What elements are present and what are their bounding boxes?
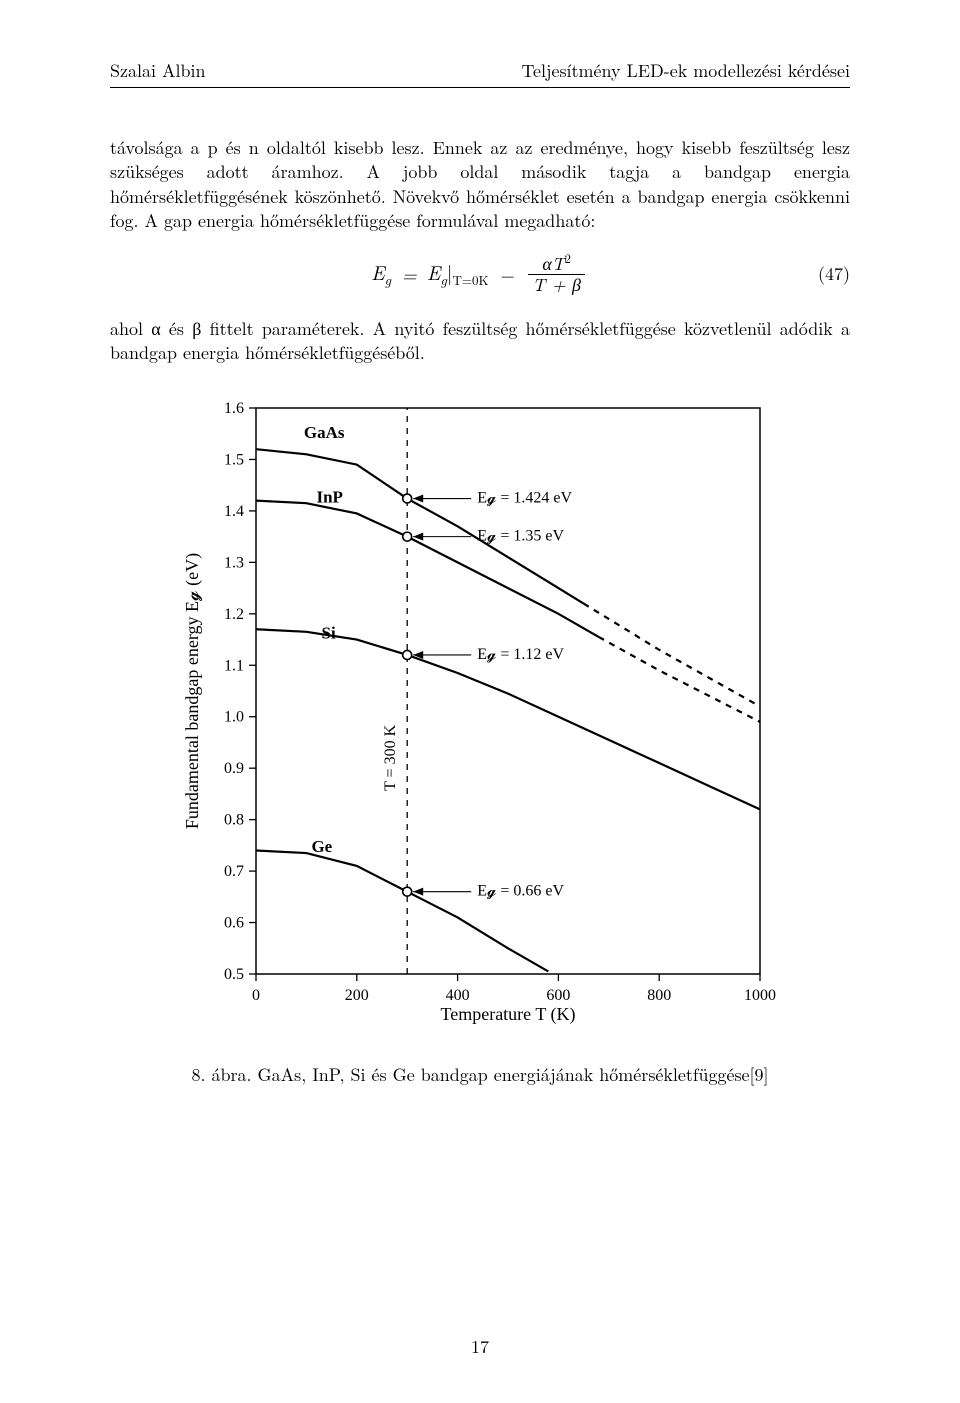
equation-47: Eg = Eg|T=0K − αT2 T + β (47) [110, 247, 850, 299]
svg-text:Si: Si [322, 623, 336, 642]
svg-text:400: 400 [446, 987, 470, 1004]
svg-text:1.5: 1.5 [224, 451, 244, 468]
header-author: Szalai Albin [110, 58, 206, 83]
svg-text:E𝓰 = 1.12 eV: E𝓰 = 1.12 eV [477, 646, 564, 663]
svg-text:T = 300 K: T = 300 K [382, 724, 399, 791]
page-number: 17 [0, 1334, 960, 1359]
svg-text:0.6: 0.6 [224, 914, 244, 931]
paragraph-1: távolsága a p és n oldaltól kisebb lesz.… [110, 136, 850, 233]
paragraph-2: ahol α és β fittelt paraméterek. A nyitó… [110, 317, 850, 366]
svg-text:0.8: 0.8 [224, 811, 244, 828]
eq-fraction: αT2 T + β [528, 252, 585, 295]
svg-text:1.2: 1.2 [224, 606, 244, 623]
svg-text:800: 800 [647, 987, 671, 1004]
figure-caption: 8. ábra. GaAs, InP, Si és Ge bandgap ene… [110, 1062, 850, 1087]
svg-text:0: 0 [252, 987, 260, 1004]
svg-text:0.7: 0.7 [224, 863, 244, 880]
svg-text:1.0: 1.0 [224, 709, 244, 726]
svg-text:Ge: Ge [311, 837, 332, 856]
bandgap-chart: 0 200 400 600 800 1000 Temperature T (K) 0.5 0.6… [180, 392, 780, 1032]
svg-text:0.5: 0.5 [224, 966, 244, 983]
svg-text:E𝓰 = 1.35 eV: E𝓰 = 1.35 eV [477, 527, 564, 544]
eq-rhs0: Eg|T=0K [427, 257, 489, 290]
svg-text:600: 600 [546, 987, 570, 1004]
svg-text:0.9: 0.9 [224, 760, 244, 777]
svg-text:Temperature T (K): Temperature T (K) [440, 1004, 575, 1025]
svg-text:Fundamental bandgap energy: Fundamental bandgap energy E𝓰 (eV) [182, 553, 203, 829]
svg-text:1.1: 1.1 [224, 657, 244, 674]
header-title: Teljesítmény LED-ek modellezési kérdései [521, 58, 850, 83]
svg-text:1.6: 1.6 [224, 400, 244, 417]
equation-number: (47) [818, 261, 850, 286]
svg-text:InP: InP [316, 487, 342, 506]
header-rule [110, 87, 850, 88]
svg-text:1000: 1000 [744, 987, 776, 1004]
svg-text:GaAs: GaAs [304, 423, 345, 442]
svg-text:E𝓰 = 0.66 eV: E𝓰 = 0.66 eV [477, 882, 564, 899]
svg-text:1.4: 1.4 [224, 503, 244, 520]
eq-lhs: Eg [371, 257, 391, 290]
svg-text:1.3: 1.3 [224, 554, 244, 571]
svg-text:E𝓰 = 1.424 eV: E𝓰 = 1.424 eV [477, 489, 572, 506]
svg-text:200: 200 [345, 987, 369, 1004]
